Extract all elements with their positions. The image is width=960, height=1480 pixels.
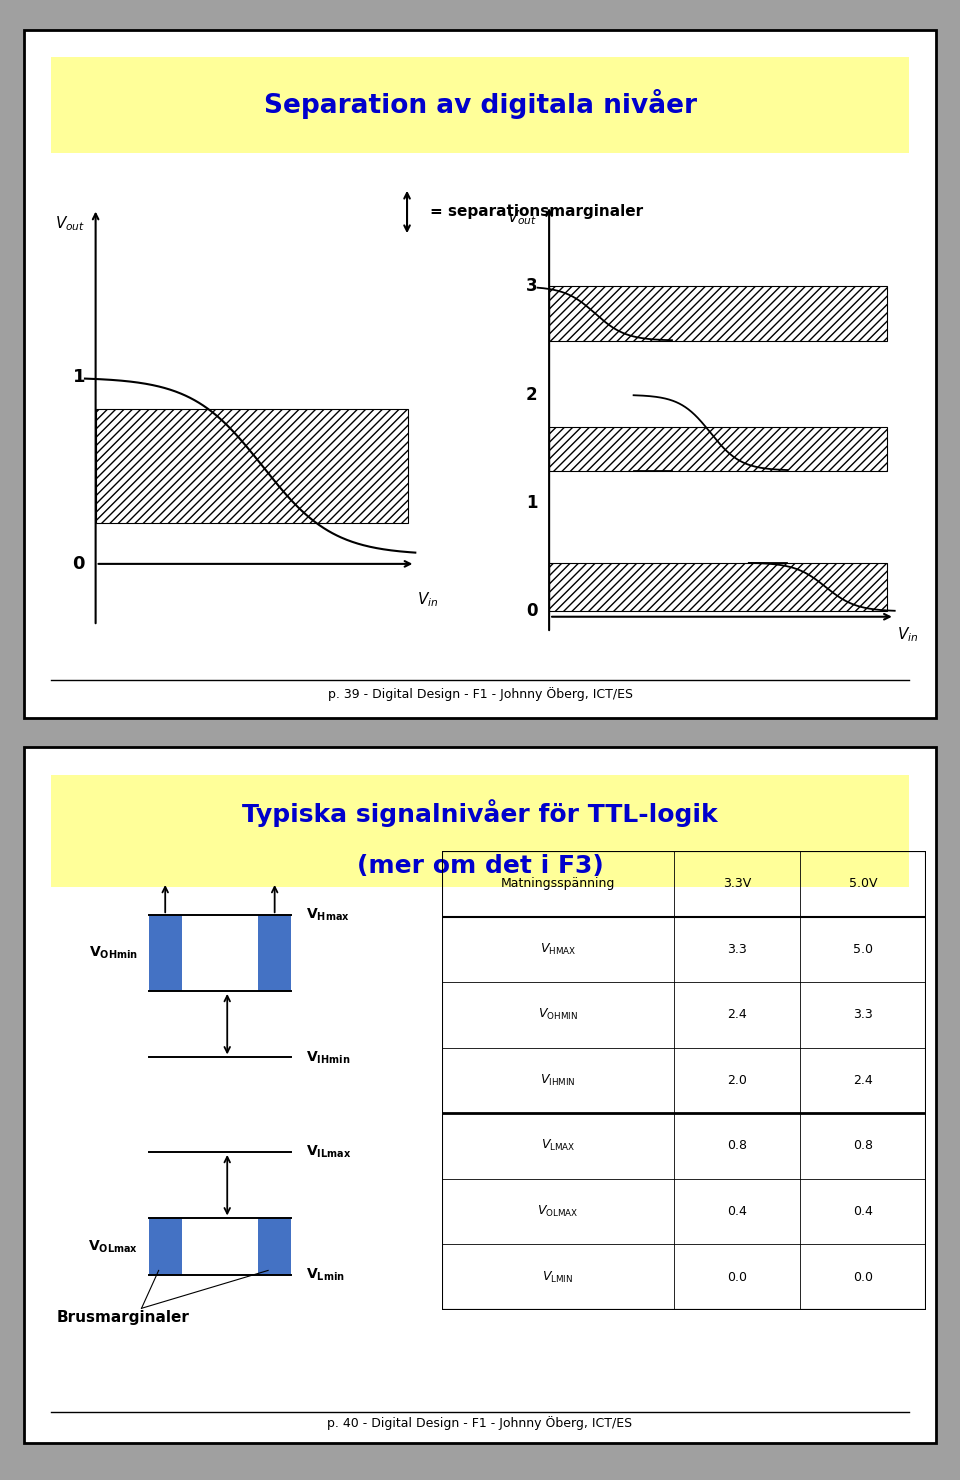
Text: $\mathbf{V_{OLmax}}$: $\mathbf{V_{OLmax}}$: [87, 1239, 138, 1255]
Text: 0.4: 0.4: [728, 1205, 747, 1218]
Bar: [96, 410, 408, 522]
Bar: [52, 58, 908, 154]
Bar: [258, 1218, 291, 1276]
Text: $V_{\mathrm{LMIN}}$: $V_{\mathrm{LMIN}}$: [542, 1270, 573, 1285]
Bar: [52, 776, 908, 887]
Bar: [149, 915, 181, 992]
Text: $V_{\mathrm{IHMIN}}$: $V_{\mathrm{IHMIN}}$: [540, 1073, 576, 1088]
Text: 2.4: 2.4: [728, 1008, 747, 1021]
Text: $\mathbf{V_{Hmax}}$: $\mathbf{V_{Hmax}}$: [305, 907, 349, 924]
Text: 0: 0: [72, 555, 85, 573]
Text: $V_{in}$: $V_{in}$: [417, 591, 439, 608]
Text: 2.0: 2.0: [728, 1074, 747, 1086]
Text: (mer om det i F3): (mer om det i F3): [356, 854, 604, 878]
Bar: [549, 562, 887, 611]
Text: $\mathbf{V_{IHmin}}$: $\mathbf{V_{IHmin}}$: [305, 1049, 350, 1066]
Text: $\mathbf{V_{OHmin}}$: $\mathbf{V_{OHmin}}$: [89, 944, 138, 962]
Text: $V_{out}$: $V_{out}$: [508, 209, 538, 226]
Text: 5.0: 5.0: [853, 943, 874, 956]
Text: p. 39 - Digital Design - F1 - Johnny Öberg, ICT/ES: p. 39 - Digital Design - F1 - Johnny Öbe…: [327, 687, 633, 700]
Bar: [149, 1218, 181, 1276]
Text: 5.0V: 5.0V: [850, 878, 877, 891]
Text: $V_{\mathrm{HMAX}}$: $V_{\mathrm{HMAX}}$: [540, 941, 576, 958]
Text: = separationsmarginaler: = separationsmarginaler: [430, 204, 643, 219]
Text: $V_{out}$: $V_{out}$: [55, 215, 85, 232]
Text: 0.0: 0.0: [728, 1270, 747, 1283]
Text: $V_{\mathrm{LMAX}}$: $V_{\mathrm{LMAX}}$: [540, 1138, 575, 1153]
Text: 3.3V: 3.3V: [723, 878, 752, 891]
Text: $\mathbf{V_{ILmax}}$: $\mathbf{V_{ILmax}}$: [305, 1144, 351, 1160]
Bar: [549, 428, 887, 471]
Text: 1: 1: [72, 369, 85, 386]
Text: 1: 1: [526, 494, 538, 512]
Text: 0.8: 0.8: [853, 1140, 874, 1153]
Text: 3: 3: [526, 277, 538, 296]
Text: Separation av digitala nivåer: Separation av digitala nivåer: [263, 89, 697, 118]
Text: Brusmarginaler: Brusmarginaler: [57, 1310, 190, 1325]
Text: p. 40 - Digital Design - F1 - Johnny Öberg, ICT/ES: p. 40 - Digital Design - F1 - Johnny Öbe…: [327, 1416, 633, 1431]
Bar: [549, 287, 887, 340]
Text: Typiska signalnivåer för TTL-logik: Typiska signalnivåer för TTL-logik: [242, 799, 718, 827]
Text: 0.0: 0.0: [853, 1270, 874, 1283]
Text: 0.8: 0.8: [728, 1140, 747, 1153]
Text: $V_{in}$: $V_{in}$: [897, 626, 918, 644]
Text: 2: 2: [526, 386, 538, 404]
Bar: [258, 915, 291, 992]
Text: 3.3: 3.3: [853, 1008, 874, 1021]
Text: 0.4: 0.4: [853, 1205, 874, 1218]
Text: 2.4: 2.4: [853, 1074, 874, 1086]
Text: $V_{\mathrm{OHMIN}}$: $V_{\mathrm{OHMIN}}$: [538, 1008, 578, 1023]
Text: $\mathbf{V_{Lmin}}$: $\mathbf{V_{Lmin}}$: [305, 1267, 345, 1283]
Text: Matningsspänning: Matningsspänning: [501, 878, 615, 891]
Text: 3.3: 3.3: [728, 943, 747, 956]
Text: 0: 0: [526, 602, 538, 620]
Text: $V_{\mathrm{OLMAX}}$: $V_{\mathrm{OLMAX}}$: [538, 1203, 579, 1220]
